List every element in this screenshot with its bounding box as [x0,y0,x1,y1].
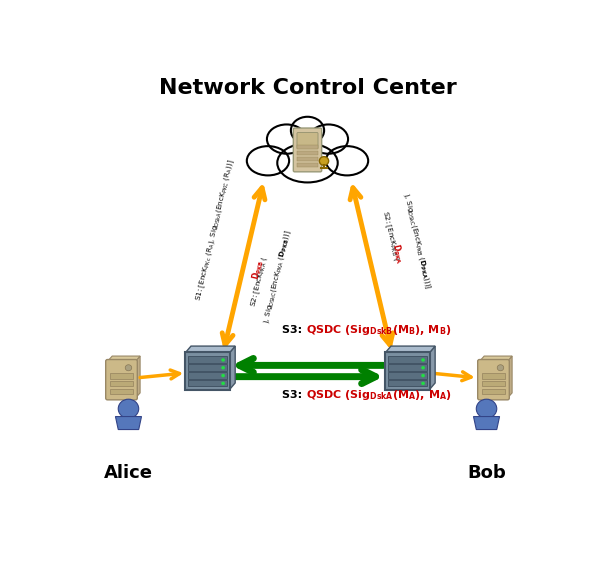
Ellipse shape [247,146,289,176]
Polygon shape [430,346,435,390]
Polygon shape [115,417,142,430]
FancyBboxPatch shape [478,360,509,400]
Text: S3:: S3: [282,390,306,400]
Text: QSDC (Sig$_{\mathregular{DskB}}$(M$_\mathregular{B}$), M$_\mathregular{B}$): QSDC (Sig$_{\mathregular{DskB}}$(M$_\mat… [306,323,452,337]
FancyBboxPatch shape [188,364,227,371]
FancyBboxPatch shape [110,381,133,386]
FancyBboxPatch shape [296,151,319,155]
Ellipse shape [277,144,338,182]
FancyBboxPatch shape [297,132,318,149]
Text: ), Sig$_{\sf DSkC}$(EncK$_{\sf PKA}$ ($\bf{D_{PKB}}$))]: ), Sig$_{\sf DSkC}$(EncK$_{\sf PKA}$ ($\… [262,229,294,324]
Circle shape [476,399,497,418]
Polygon shape [385,346,435,352]
FancyBboxPatch shape [388,364,427,371]
Circle shape [221,358,225,361]
Polygon shape [136,356,140,398]
Text: ), Sig$_{\sf DSkC}$(EncK$_{\sf PKB}$ ($\bf{D_{PKA}}$)))]: ), Sig$_{\sf DSkC}$(EncK$_{\sf PKB}$ ($\… [400,191,433,290]
FancyBboxPatch shape [188,380,227,386]
Polygon shape [473,417,500,430]
Text: Alice: Alice [104,464,153,482]
FancyBboxPatch shape [185,352,230,390]
Circle shape [319,157,329,166]
FancyBboxPatch shape [188,372,227,378]
Polygon shape [230,346,235,390]
Text: S3:: S3: [282,325,306,335]
FancyBboxPatch shape [482,388,505,394]
FancyBboxPatch shape [482,381,505,386]
FancyBboxPatch shape [293,128,322,172]
FancyBboxPatch shape [296,157,319,162]
FancyBboxPatch shape [110,373,133,378]
Ellipse shape [326,146,368,176]
FancyBboxPatch shape [388,380,427,386]
Polygon shape [107,356,140,361]
Text: QSDC (Sig$_{\mathregular{DskA}}$(M$_\mathregular{A}$), M$_\mathregular{A}$): QSDC (Sig$_{\mathregular{DskA}}$(M$_\mat… [306,388,452,402]
Circle shape [421,358,425,361]
FancyBboxPatch shape [106,360,137,400]
Text: $\bf{D_{PKB}}$: $\bf{D_{PKB}}$ [250,259,267,282]
FancyBboxPatch shape [296,145,319,149]
Text: $\bf{D_{PKA}}$: $\bf{D_{PKA}}$ [389,242,406,265]
FancyBboxPatch shape [110,388,133,394]
Circle shape [125,365,132,371]
Circle shape [221,374,225,377]
Text: Network Control Center: Network Control Center [158,78,457,99]
Circle shape [421,366,425,369]
Ellipse shape [309,124,348,154]
Text: Bob: Bob [467,464,506,482]
Text: S2: [EncK$_{\sf PKB}$ (: S2: [EncK$_{\sf PKB}$ ( [379,210,401,262]
Circle shape [118,399,139,418]
Circle shape [421,374,425,377]
Circle shape [421,382,425,385]
Ellipse shape [291,117,324,144]
FancyBboxPatch shape [296,163,319,167]
FancyBboxPatch shape [385,352,430,390]
Polygon shape [508,356,512,398]
FancyBboxPatch shape [388,356,427,363]
Circle shape [497,365,504,371]
Circle shape [221,366,225,369]
Text: S2: [EncK$_{\sf PKA}$ (: S2: [EncK$_{\sf PKA}$ ( [249,255,271,308]
Circle shape [221,382,225,385]
FancyBboxPatch shape [388,372,427,378]
Polygon shape [185,346,235,352]
Polygon shape [479,356,512,361]
FancyBboxPatch shape [482,373,505,378]
Ellipse shape [267,124,306,154]
Text: S1: [EncK$_{\sf PKc}$ (R$_{\sf A}$), Sig$_{\sf DSkA}$(EncK$_{\sf PKC}$ (R$_{\sf : S1: [EncK$_{\sf PKc}$ (R$_{\sf A}$), Sig… [194,158,238,302]
FancyBboxPatch shape [188,356,227,363]
